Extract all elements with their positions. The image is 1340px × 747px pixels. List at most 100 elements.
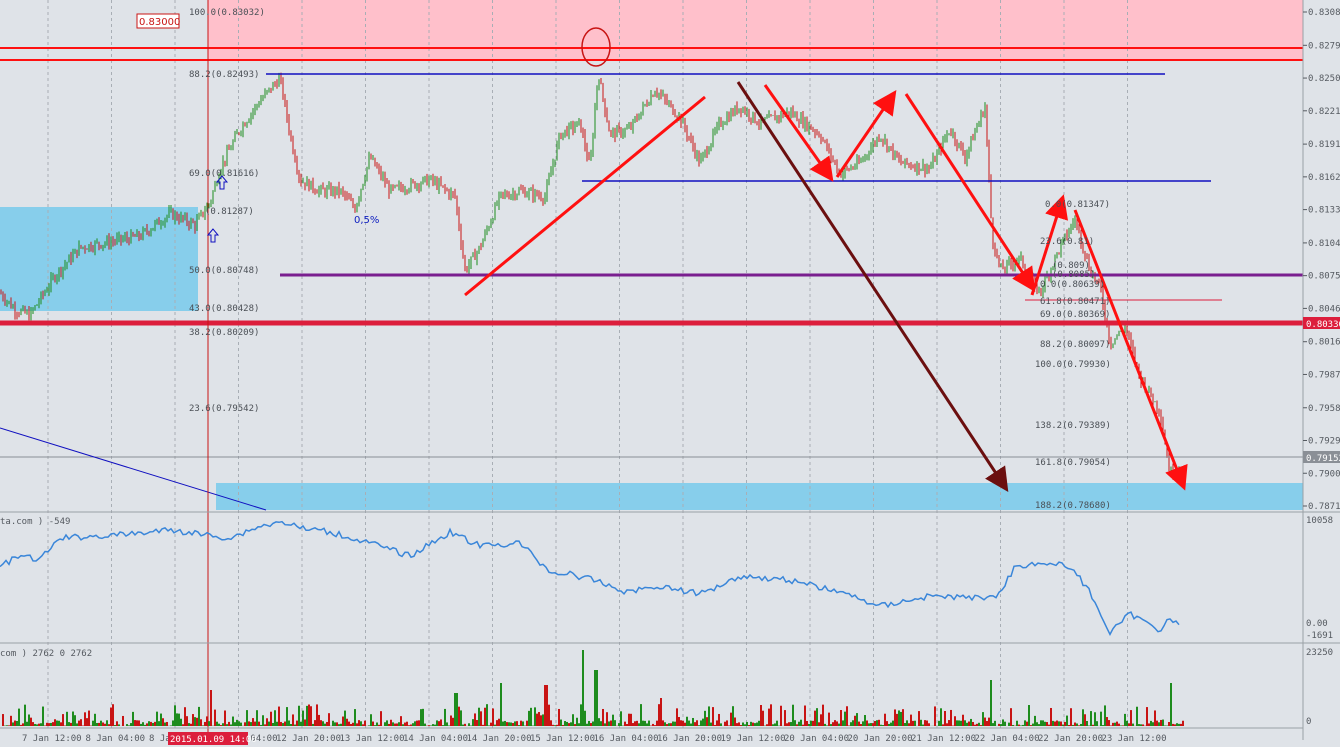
volume-bar bbox=[450, 715, 452, 726]
volume-bar bbox=[172, 720, 174, 726]
volume-bar bbox=[742, 722, 744, 726]
volume-bar bbox=[520, 720, 522, 726]
volume-bar bbox=[654, 725, 656, 726]
arrow-big-down[interactable] bbox=[736, 81, 1009, 493]
volume-bar bbox=[938, 720, 940, 726]
oscillator-name: ta.com ) -549 bbox=[0, 517, 70, 527]
volume-bar bbox=[460, 710, 462, 726]
arrow-down-2[interactable] bbox=[904, 93, 1036, 293]
time-tick-label: 7 Jan 12:00 bbox=[22, 734, 82, 744]
volume-bar bbox=[794, 720, 796, 726]
volume-bar bbox=[1054, 721, 1056, 726]
arrow-uptrend-1[interactable] bbox=[464, 95, 706, 297]
volume-bar bbox=[250, 722, 252, 726]
arrow-up-1[interactable] bbox=[835, 90, 897, 178]
volume-bar bbox=[50, 722, 52, 726]
volume-bar bbox=[970, 718, 972, 726]
volume-bar bbox=[130, 723, 132, 726]
price-flag[interactable]: 0.83000 bbox=[136, 13, 180, 29]
volume-bar bbox=[270, 711, 272, 726]
volume-bar bbox=[870, 723, 872, 726]
volume-bar bbox=[110, 707, 112, 726]
current-price-label: 0.80336 bbox=[1306, 320, 1340, 330]
volume-bar bbox=[550, 720, 552, 726]
volume-bar bbox=[656, 720, 658, 726]
volume-bar bbox=[1122, 725, 1124, 726]
volume-bar bbox=[984, 717, 986, 726]
fib-label: 100.0(0.79930) bbox=[1035, 360, 1111, 370]
arrow-down-3[interactable] bbox=[1073, 209, 1188, 491]
volume-bar bbox=[640, 704, 642, 726]
volume-bar bbox=[208, 721, 210, 726]
volume-bar bbox=[758, 720, 760, 726]
volume-bar bbox=[774, 723, 776, 726]
volume-bar bbox=[180, 718, 182, 726]
volume-bar bbox=[1042, 720, 1044, 726]
volume-bar bbox=[474, 713, 476, 726]
oscillator-pane[interactable]: ta.com ) -549 10058 0.00 -1691 bbox=[0, 511, 1340, 641]
volume-bar bbox=[826, 725, 828, 726]
fib-label: 0.0(0.80639) bbox=[1040, 280, 1105, 290]
volume-bar bbox=[272, 722, 274, 726]
fib-label: 188.2(0.78680) bbox=[1035, 501, 1111, 511]
volume-bar bbox=[1004, 721, 1006, 726]
volume-bar bbox=[806, 720, 808, 726]
volume-bar bbox=[354, 709, 356, 726]
volume-bar bbox=[562, 724, 564, 726]
volume-bar bbox=[728, 725, 730, 726]
volume-bar bbox=[854, 715, 856, 726]
volume-bar bbox=[1108, 720, 1110, 726]
volume-bar bbox=[96, 722, 98, 726]
volume-pane[interactable]: com ) 2762 0 2762 23250 0 bbox=[0, 642, 1340, 727]
volume-bar bbox=[220, 725, 222, 726]
volume-bar bbox=[602, 708, 604, 726]
arrow-down-1[interactable] bbox=[763, 84, 834, 182]
volume-bar bbox=[100, 720, 102, 726]
volume-bar bbox=[1012, 724, 1014, 726]
volume-bar bbox=[708, 706, 710, 726]
volume-bar bbox=[184, 707, 186, 726]
volume-bar bbox=[1080, 723, 1082, 726]
volume-bar bbox=[122, 715, 124, 726]
volume-bar bbox=[958, 720, 960, 726]
volume-bar bbox=[840, 710, 842, 726]
volume-bar bbox=[264, 724, 266, 726]
volume-bar bbox=[1158, 722, 1160, 726]
volume-bar bbox=[686, 716, 688, 726]
volume-bar bbox=[440, 719, 442, 726]
volume-bar bbox=[832, 722, 834, 726]
volume-bar bbox=[102, 722, 104, 726]
volume-bars[interactable] bbox=[2, 650, 1184, 726]
volume-bar bbox=[384, 722, 386, 726]
volume-bar bbox=[286, 707, 288, 726]
volume-bar bbox=[228, 721, 230, 726]
volume-bar bbox=[848, 725, 850, 726]
volume-bar bbox=[748, 725, 750, 726]
volume-bar bbox=[504, 720, 506, 726]
volume-bar bbox=[1068, 725, 1070, 726]
volume-bar bbox=[44, 725, 46, 726]
volume-bar bbox=[908, 723, 910, 726]
volume-bar bbox=[408, 725, 410, 726]
volume-bar bbox=[1170, 683, 1172, 726]
volume-bar bbox=[924, 720, 926, 726]
trendline-blue[interactable] bbox=[0, 427, 267, 511]
arrow-up-2[interactable] bbox=[1030, 194, 1069, 296]
volume-bar bbox=[1028, 705, 1030, 726]
volume-bar bbox=[906, 720, 908, 726]
volume-bar bbox=[356, 723, 358, 726]
time-tick-label: 12 Jan 20:00 bbox=[276, 734, 341, 744]
oscillator-max: 10058 bbox=[1306, 516, 1333, 526]
oscillator-line[interactable] bbox=[0, 520, 1180, 637]
volume-bar bbox=[138, 720, 140, 726]
main-pane-frame bbox=[0, 0, 1303, 512]
peak-circle[interactable] bbox=[581, 27, 611, 67]
volume-bar bbox=[704, 710, 706, 726]
main-price-pane[interactable]: 100.0(0.83032) 88.2(0.82493) 69.0(0.8161… bbox=[0, 0, 1303, 740]
volume-bar bbox=[262, 715, 264, 726]
